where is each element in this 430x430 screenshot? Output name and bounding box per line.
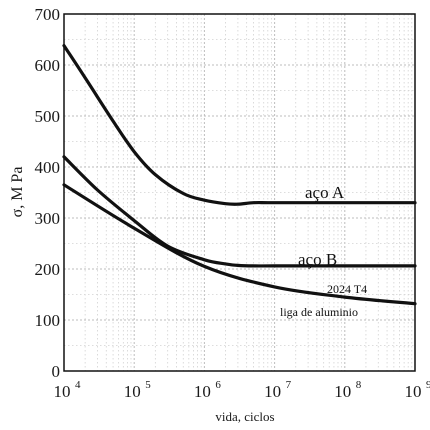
x-tick-label: 10 bbox=[194, 382, 211, 401]
x-tick-label: 10 bbox=[264, 382, 281, 401]
x-tick-label: 10 bbox=[54, 382, 71, 401]
y-tick-label: 300 bbox=[35, 209, 61, 228]
plot-frame bbox=[63, 13, 416, 372]
series-lines bbox=[62, 44, 417, 306]
y-tick-label: 700 bbox=[35, 5, 61, 24]
y-tick-label: 100 bbox=[35, 311, 61, 330]
series-line-1 bbox=[62, 44, 417, 206]
x-tick-exponent: 8 bbox=[356, 379, 362, 391]
x-tick-label: 10 bbox=[334, 382, 351, 401]
series-line-3 bbox=[62, 183, 417, 306]
y-axis-label: σ, M Pa bbox=[9, 167, 26, 218]
y-tick-label: 0 bbox=[52, 362, 61, 381]
label-aco-b: aço B bbox=[298, 250, 337, 269]
x-tick-exponent: 5 bbox=[145, 379, 151, 391]
label-2024-t4: 2024 T4 bbox=[327, 282, 367, 296]
x-tick-exponent: 7 bbox=[286, 379, 292, 391]
y-tick-label: 600 bbox=[35, 56, 61, 75]
x-tick-label: 10 bbox=[124, 382, 141, 401]
series-line-2 bbox=[62, 155, 417, 268]
x-tick-exponent: 4 bbox=[75, 379, 81, 391]
y-tick-label: 500 bbox=[35, 107, 61, 126]
x-tick-exponent: 9 bbox=[426, 379, 430, 391]
x-tick-exponent: 6 bbox=[215, 379, 221, 391]
label-aco-a: aço A bbox=[305, 183, 345, 202]
y-tick-labels: 0 100 200 300 400 500 600 700 bbox=[35, 5, 61, 381]
x-axis-label: vida, ciclos bbox=[215, 409, 274, 424]
label-liga-de-aluminio: liga de aluminio bbox=[280, 305, 358, 319]
grid bbox=[64, 14, 415, 371]
x-tick-label: 10 bbox=[405, 382, 422, 401]
x-tick-labels: 10 4 10 5 10 6 10 7 10 8 10 9 bbox=[54, 379, 430, 401]
y-tick-label: 200 bbox=[35, 260, 61, 279]
y-tick-label: 400 bbox=[35, 158, 61, 177]
